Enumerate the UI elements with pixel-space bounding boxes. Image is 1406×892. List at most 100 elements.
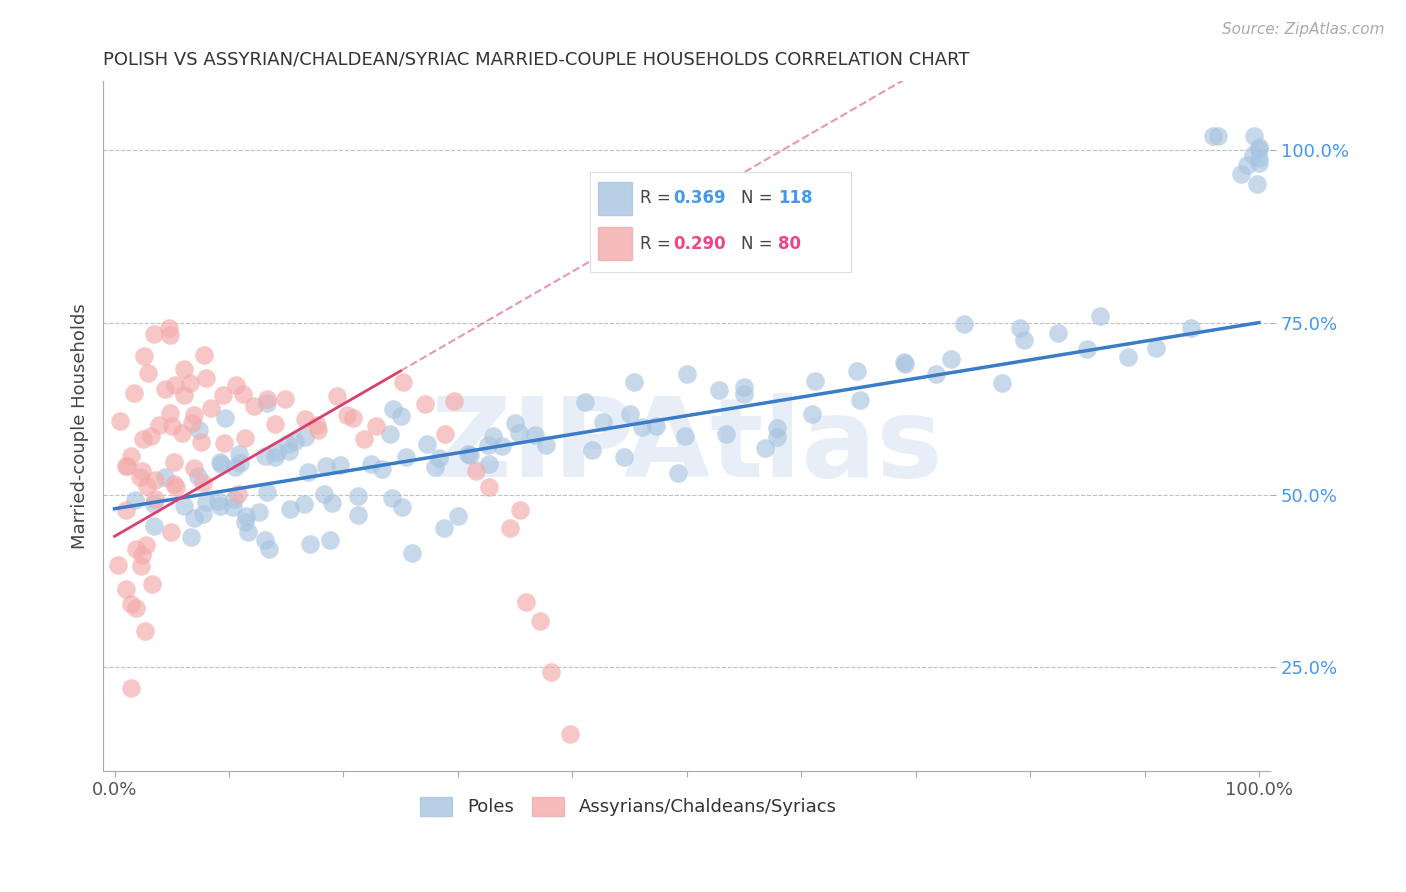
Point <box>1076 343 1098 357</box>
Point <box>200 401 222 415</box>
Point <box>540 665 562 680</box>
Point <box>135 538 157 552</box>
Point <box>236 525 259 540</box>
Point <box>226 487 249 501</box>
Point <box>294 430 316 444</box>
Point <box>143 327 166 342</box>
Point <box>478 480 501 494</box>
Point <box>1116 350 1139 364</box>
Text: N =: N = <box>741 235 779 253</box>
Point <box>159 406 181 420</box>
Point <box>173 362 195 376</box>
Point <box>141 577 163 591</box>
Point <box>193 349 215 363</box>
Point <box>278 502 301 516</box>
Point <box>558 727 581 741</box>
Point <box>305 417 328 432</box>
Point <box>243 399 266 413</box>
Point <box>253 449 276 463</box>
Point <box>129 558 152 573</box>
Point <box>143 519 166 533</box>
Point <box>193 507 215 521</box>
Point <box>477 438 499 452</box>
Point <box>233 516 256 530</box>
Point <box>319 533 342 547</box>
Point <box>666 466 689 480</box>
Point <box>160 418 183 433</box>
Point <box>329 458 352 473</box>
Point <box>278 444 301 458</box>
Point <box>360 458 382 472</box>
Point <box>225 378 247 392</box>
Point <box>416 436 439 450</box>
Point <box>141 428 163 442</box>
Point <box>623 375 645 389</box>
Point <box>1247 140 1270 154</box>
Point <box>1010 321 1032 335</box>
Point <box>1230 167 1253 181</box>
Point <box>163 378 186 392</box>
Text: 0.290: 0.290 <box>673 235 725 253</box>
Point <box>187 469 209 483</box>
Point <box>433 427 456 442</box>
Point <box>378 427 401 442</box>
Point <box>508 425 530 440</box>
Point <box>195 495 218 509</box>
Point <box>115 582 138 596</box>
Point <box>115 503 138 517</box>
Point <box>353 432 375 446</box>
Point <box>228 447 250 461</box>
Point <box>190 434 212 449</box>
Point <box>1247 155 1270 169</box>
Point <box>733 387 755 401</box>
Point <box>941 351 963 366</box>
Point <box>212 436 235 450</box>
Point <box>849 393 872 408</box>
Point <box>232 386 254 401</box>
Point <box>256 485 278 500</box>
Point <box>503 416 526 430</box>
Point <box>342 411 364 425</box>
Text: N =: N = <box>741 189 779 207</box>
Point <box>207 493 229 508</box>
Point <box>143 497 166 511</box>
Point <box>389 409 412 423</box>
Point <box>733 380 755 394</box>
Point <box>1046 326 1069 340</box>
Point <box>233 432 256 446</box>
Point <box>458 448 481 462</box>
Point <box>893 355 915 369</box>
Point <box>673 429 696 443</box>
Point <box>266 444 288 458</box>
Point <box>129 470 152 484</box>
Point <box>425 460 447 475</box>
Point <box>631 420 654 434</box>
Point <box>229 456 252 470</box>
Point <box>413 397 436 411</box>
Point <box>498 521 520 535</box>
Point <box>1243 129 1265 144</box>
Point <box>297 466 319 480</box>
Point <box>395 450 418 464</box>
Point <box>160 524 183 539</box>
Point <box>224 459 246 474</box>
Point <box>125 541 148 556</box>
Point <box>1236 158 1258 172</box>
Point <box>179 376 201 390</box>
Point <box>256 396 278 410</box>
Point <box>1241 148 1264 162</box>
Point <box>299 537 322 551</box>
Point <box>481 429 503 443</box>
Point <box>1206 129 1229 144</box>
Point <box>457 448 479 462</box>
Point <box>173 499 195 513</box>
Point <box>124 601 146 615</box>
Point <box>804 374 827 388</box>
Point <box>274 392 297 406</box>
Point <box>188 423 211 437</box>
Point <box>613 450 636 464</box>
Point <box>382 402 405 417</box>
Point <box>122 386 145 401</box>
Y-axis label: Married-couple Households: Married-couple Households <box>72 303 89 549</box>
Text: 118: 118 <box>778 189 813 207</box>
